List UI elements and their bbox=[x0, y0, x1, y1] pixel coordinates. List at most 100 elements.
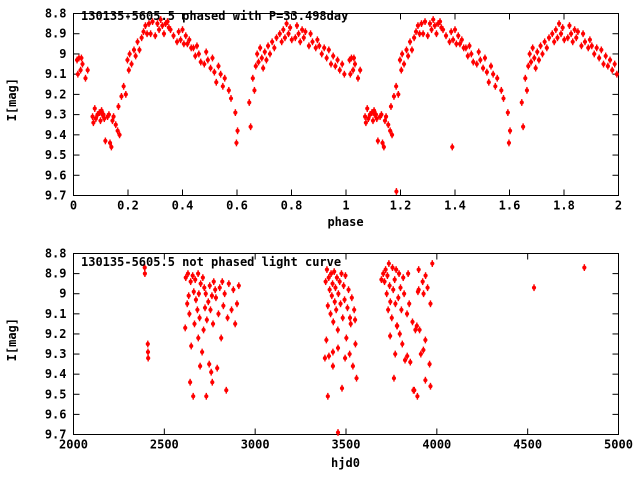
data-point bbox=[370, 118, 376, 123]
data-point bbox=[187, 37, 192, 42]
data-point bbox=[212, 70, 217, 75]
data-point bbox=[450, 144, 455, 150]
data-point bbox=[404, 47, 409, 53]
data-point bbox=[469, 51, 474, 57]
data-point bbox=[401, 61, 407, 67]
data-point bbox=[209, 370, 214, 375]
data-point bbox=[449, 29, 454, 34]
x-tick-label: 0 bbox=[70, 199, 77, 213]
data-point bbox=[350, 364, 356, 369]
data-point bbox=[397, 57, 403, 63]
data-point bbox=[383, 114, 389, 119]
y-tick-label: 8.8 bbox=[45, 7, 67, 21]
data-point bbox=[330, 364, 336, 369]
data-point bbox=[165, 19, 170, 24]
data-point bbox=[298, 39, 303, 44]
data-point bbox=[421, 291, 426, 296]
data-point bbox=[349, 295, 354, 300]
data-point bbox=[351, 55, 357, 61]
data-point bbox=[348, 321, 353, 326]
data-point bbox=[419, 21, 424, 26]
data-point bbox=[196, 271, 201, 276]
data-point bbox=[528, 59, 534, 65]
data-point bbox=[185, 41, 190, 46]
data-point bbox=[456, 33, 461, 38]
data-point bbox=[208, 307, 213, 312]
data-point bbox=[425, 285, 430, 290]
y-tick-label: 9.1 bbox=[45, 307, 67, 321]
y-tick-label: 9.3 bbox=[45, 108, 67, 122]
data-point bbox=[248, 124, 253, 129]
data-point bbox=[493, 84, 498, 89]
data-point bbox=[236, 283, 241, 288]
data-point bbox=[421, 347, 426, 353]
x-tick-label: 4000 bbox=[422, 438, 451, 452]
data-point bbox=[352, 61, 358, 67]
data-point bbox=[224, 388, 229, 393]
data-point bbox=[597, 55, 602, 61]
data-point bbox=[614, 72, 619, 77]
data-point bbox=[540, 51, 545, 57]
data-point bbox=[202, 61, 207, 67]
data-point bbox=[265, 43, 271, 48]
data-point bbox=[417, 327, 422, 333]
data-point bbox=[381, 144, 386, 150]
data-point bbox=[389, 132, 395, 137]
data-point bbox=[215, 366, 220, 371]
data-point bbox=[119, 94, 124, 99]
data-point bbox=[131, 47, 137, 53]
data-point bbox=[324, 337, 329, 343]
data-point bbox=[315, 37, 320, 42]
data-point bbox=[294, 23, 300, 28]
data-point bbox=[463, 45, 468, 50]
data-point bbox=[142, 271, 147, 276]
data-point bbox=[506, 140, 512, 146]
data-point bbox=[379, 112, 384, 117]
data-point bbox=[374, 116, 379, 121]
data-point bbox=[429, 27, 434, 32]
data-point bbox=[418, 351, 423, 357]
data-point bbox=[358, 68, 363, 73]
y-tick-label: 9.2 bbox=[45, 87, 67, 101]
data-point bbox=[324, 55, 329, 61]
data-point bbox=[200, 349, 205, 355]
data-point bbox=[322, 45, 327, 50]
x-tick-label: 1.8 bbox=[553, 199, 575, 213]
data-point bbox=[168, 27, 173, 32]
data-point bbox=[160, 23, 165, 28]
data-point bbox=[102, 116, 107, 121]
data-point bbox=[565, 35, 570, 40]
bottom-y-axis-label: I[mag] bbox=[5, 318, 19, 362]
data-point bbox=[192, 321, 197, 326]
data-point bbox=[393, 301, 398, 306]
data-point bbox=[387, 283, 392, 288]
data-point bbox=[434, 31, 439, 36]
data-point bbox=[183, 33, 188, 38]
data-point bbox=[322, 355, 328, 361]
data-point bbox=[406, 53, 411, 59]
data-point bbox=[191, 289, 196, 294]
data-point bbox=[402, 357, 408, 363]
data-point bbox=[607, 57, 613, 63]
data-point bbox=[247, 100, 252, 105]
data-point bbox=[323, 279, 328, 284]
data-point bbox=[482, 55, 488, 61]
data-point bbox=[204, 317, 209, 322]
y-tick-label: 8.9 bbox=[45, 27, 67, 41]
data-point bbox=[558, 31, 564, 36]
data-point bbox=[567, 23, 572, 28]
data-point bbox=[386, 261, 391, 266]
data-point bbox=[574, 35, 579, 40]
data-point bbox=[423, 378, 428, 383]
data-point bbox=[447, 39, 452, 44]
data-point bbox=[264, 57, 269, 63]
data-point bbox=[400, 51, 405, 57]
data-point bbox=[235, 128, 240, 133]
data-point bbox=[363, 120, 368, 125]
data-point bbox=[530, 45, 535, 50]
data-point bbox=[331, 53, 336, 59]
data-point bbox=[544, 45, 549, 50]
data-point bbox=[425, 33, 430, 38]
x-tick-label: 0.6 bbox=[226, 199, 248, 213]
